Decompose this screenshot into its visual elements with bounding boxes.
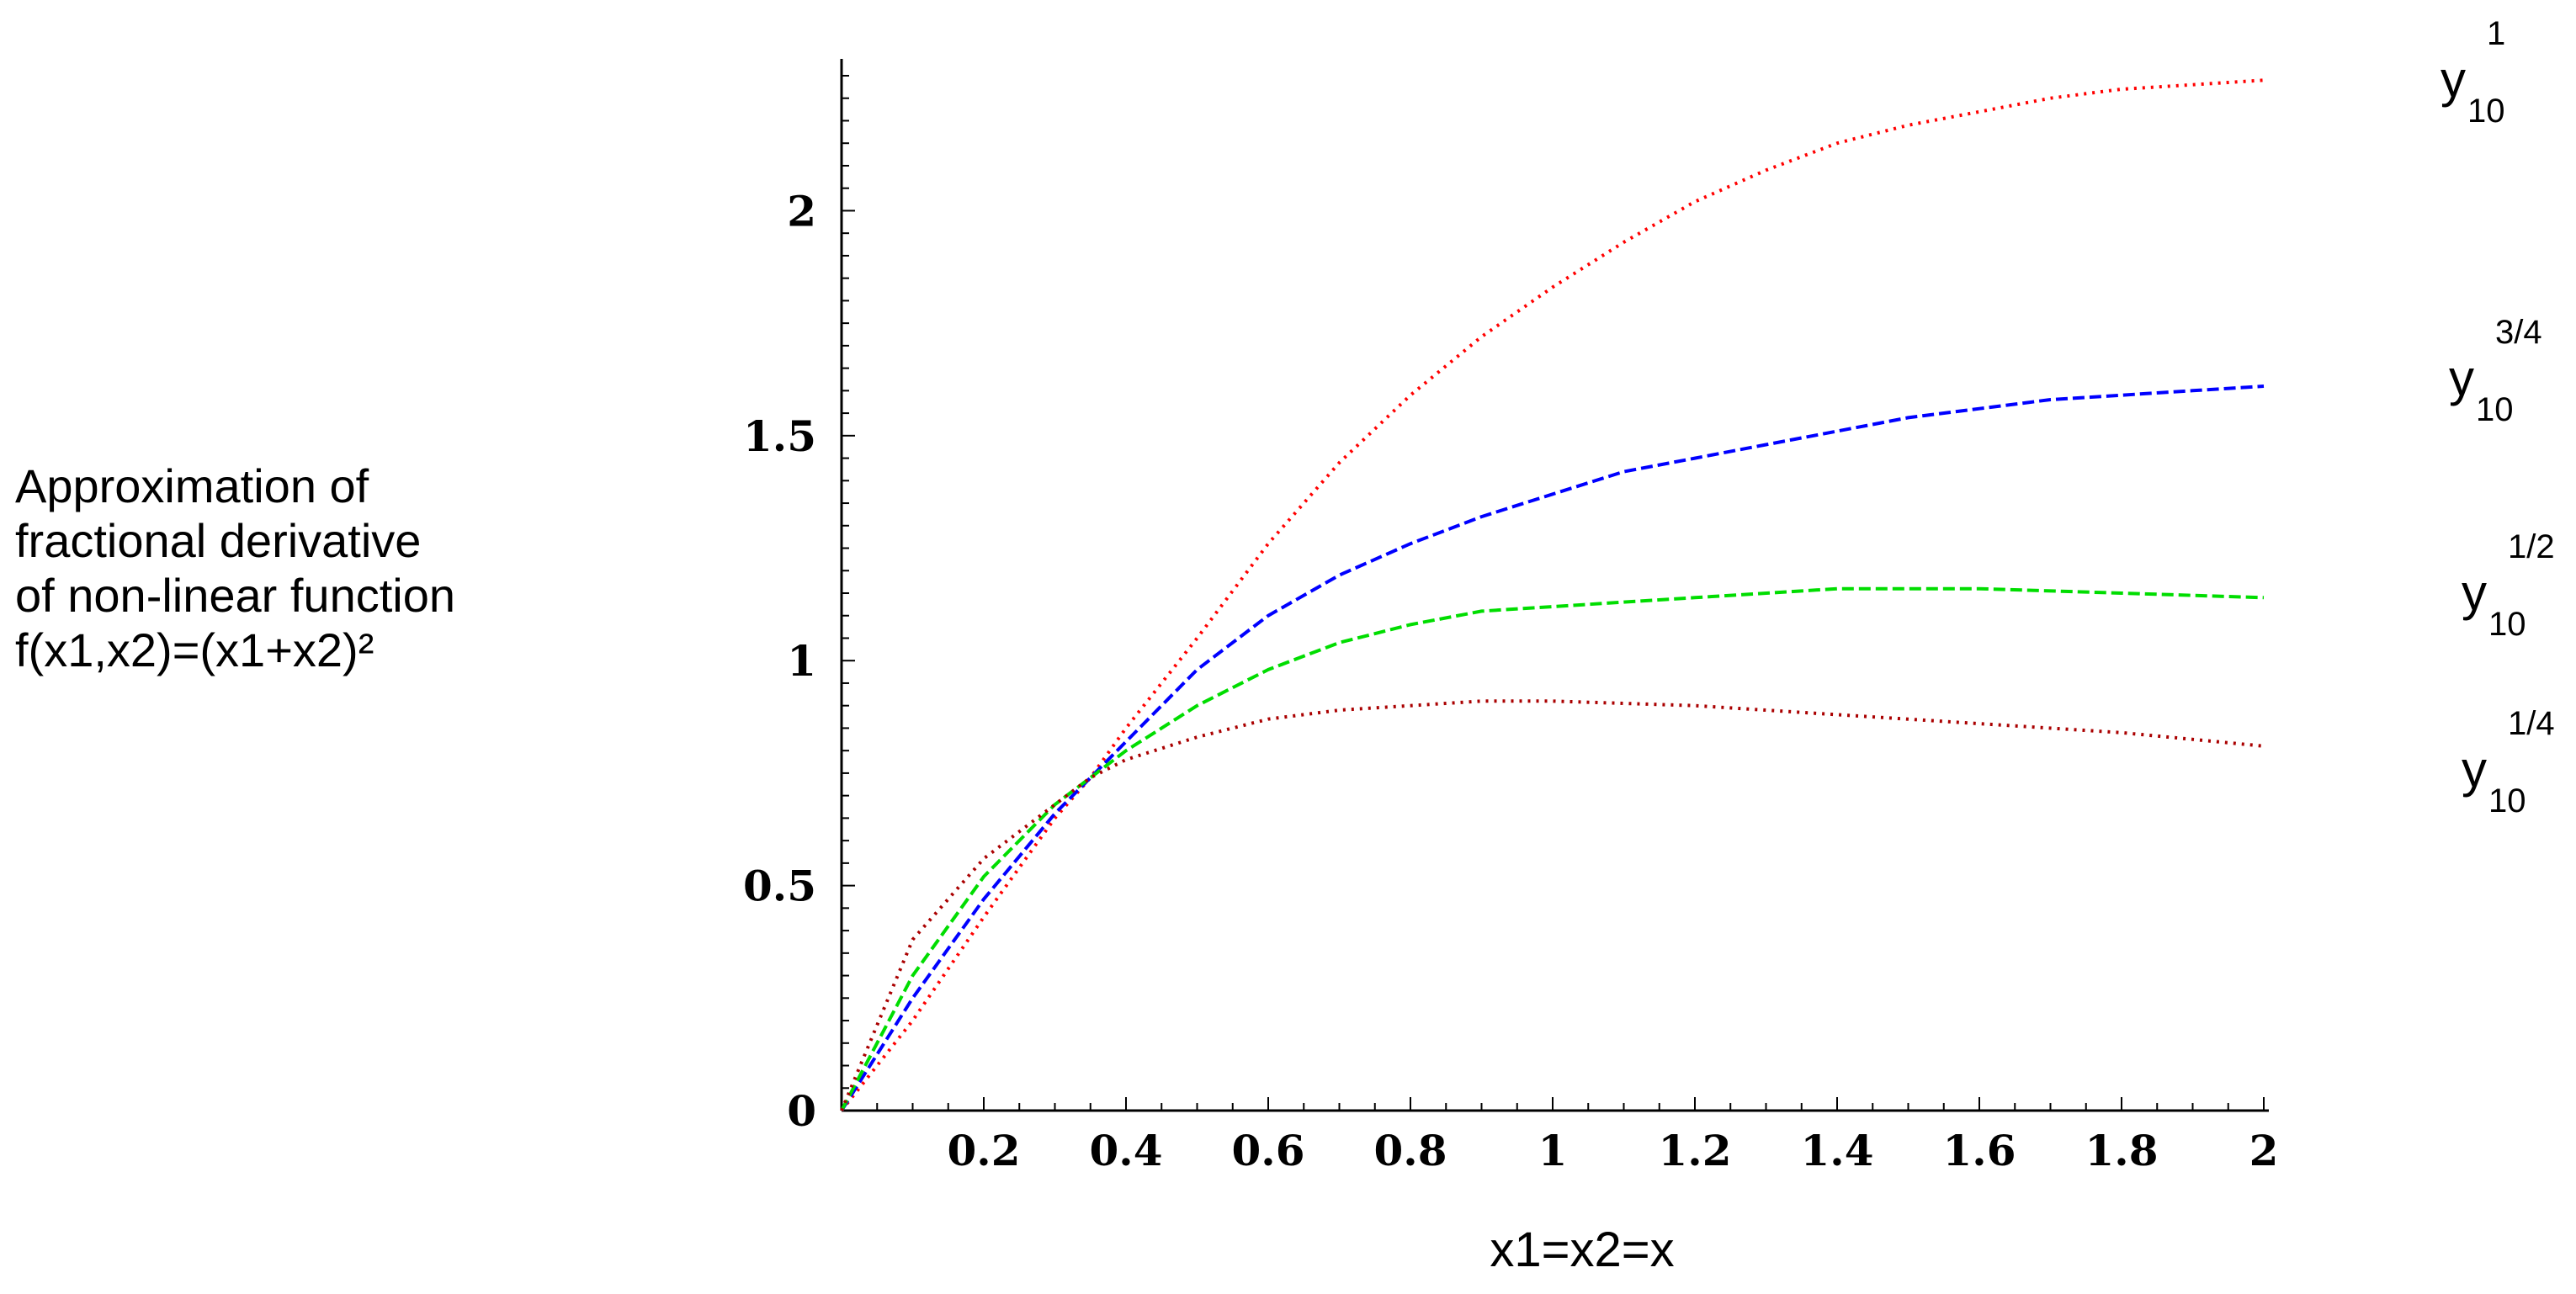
series-label-3: y 1/2 10 <box>2462 528 2555 643</box>
side-title-line-4: f(x1,x2)=(x1+x2)² <box>15 623 374 676</box>
axes-layer: 0 0.5 1 1.5 2 0.2 0.4 0.6 0.8 1 1.2 1.4 1.6 1.8 2 <box>743 59 2278 1175</box>
series-line-3 <box>840 586 2265 1111</box>
series-line-2 <box>840 384 2265 1112</box>
side-title-line-1: Approximation of <box>15 459 369 512</box>
series-label-base: y <box>2462 741 2487 798</box>
series-label-1: y1 10 <box>2441 15 2505 130</box>
y-tick-label: 0.5 <box>743 862 816 911</box>
series-label-superscript: 1/4 <box>2508 705 2555 742</box>
series-label-superscript: 3/4 <box>2495 314 2542 351</box>
x-tick-label: 1 <box>1538 1126 1568 1175</box>
y-tick-label: 2 <box>787 186 816 236</box>
series-label-superscript: 1/2 <box>2508 528 2555 565</box>
series-label-base: y <box>2449 350 2474 406</box>
series-label-subscript: 10 <box>2488 606 2526 643</box>
series-label-subscript: 10 <box>2476 391 2514 428</box>
x-tick-label: 0.4 <box>1090 1126 1163 1175</box>
x-tick-label: 1.2 <box>1659 1126 1732 1175</box>
x-tick-label: 2 <box>2249 1126 2279 1175</box>
x-tick-label: 0.8 <box>1374 1126 1447 1175</box>
series-line-1 <box>840 78 2265 1112</box>
series-line-4 <box>840 699 2265 1111</box>
series-label-base: y <box>2441 51 2466 108</box>
y-tick-label: 0 <box>787 1086 816 1136</box>
y-tick-label: 1 <box>787 636 816 686</box>
series-label-base: y <box>2462 565 2487 621</box>
series-label-4: y 1/4 10 <box>2462 705 2555 819</box>
side-title-line-2: fractional derivative <box>15 514 422 567</box>
series-label-subscript: 10 <box>2467 93 2505 130</box>
series-label-superscript: 1 <box>2487 15 2505 52</box>
x-tick-label: 1.4 <box>1801 1126 1874 1175</box>
series-layer <box>840 78 2265 1112</box>
series-label-subscript: 10 <box>2488 782 2526 819</box>
x-tick-label: 1.8 <box>2085 1126 2159 1175</box>
side-title-line-3: of non-linear function <box>15 569 456 622</box>
x-tick-label: 0.6 <box>1232 1126 1305 1175</box>
x-tick-label: 1.6 <box>1943 1126 2016 1175</box>
x-tick-label: 0.2 <box>948 1126 1021 1175</box>
chart-side-title: Approximation of fractional derivative o… <box>15 459 455 677</box>
y-tick-label: 1.5 <box>743 411 816 461</box>
series-label-2: y 3/4 10 <box>2449 314 2542 428</box>
x-axis-label: x1=x2=x <box>1490 1222 1674 1277</box>
